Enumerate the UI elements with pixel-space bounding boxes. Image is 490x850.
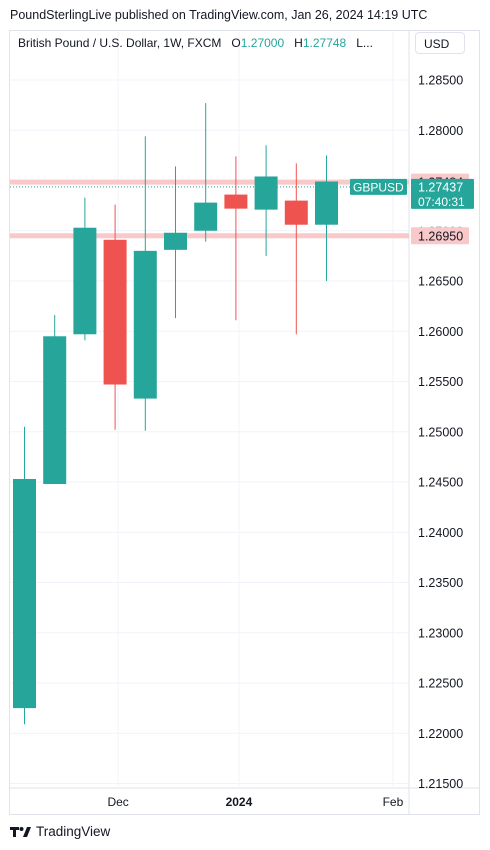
price-level-tag — [411, 227, 469, 245]
symbol-description: British Pound / U.S. Dollar, 1W, FXCM — [18, 36, 222, 50]
y-tick-label: 1.24500 — [418, 476, 463, 490]
footer-brand: TradingView — [10, 824, 110, 839]
publisher-caption: PoundSterlingLive published on TradingVi… — [10, 8, 428, 22]
y-tick-label: 1.22500 — [418, 677, 463, 691]
y-tick-label: 1.25500 — [418, 375, 463, 389]
y-tick-label: 1.25000 — [418, 425, 463, 439]
low-truncated: L... — [356, 36, 373, 50]
candle-body[interactable] — [224, 194, 248, 209]
tradingview-logo-icon — [10, 826, 31, 837]
y-tick-label: 1.26500 — [418, 275, 463, 289]
symbol-legend: British Pound / U.S. Dollar, 1W, FXCM O1… — [18, 36, 373, 50]
x-tick-label: Dec — [107, 795, 128, 809]
y-tick-label: 1.26000 — [418, 325, 463, 339]
last-price-tag-value: 1.27437 — [418, 180, 463, 194]
open-value: 1.27000 — [240, 36, 285, 50]
y-tick-label: 1.23500 — [418, 576, 463, 590]
x-tick-label: Feb — [383, 795, 404, 809]
y-tick-label: 1.23000 — [418, 626, 463, 640]
candle-body[interactable] — [133, 250, 157, 399]
candle-body[interactable] — [194, 202, 218, 231]
candle-body[interactable] — [284, 200, 308, 225]
last-price-tag — [411, 178, 474, 209]
price-level-tag-label: 1.26950 — [418, 229, 463, 243]
currency-button[interactable]: USD — [415, 32, 465, 54]
open-label: O — [231, 36, 241, 50]
candle-body[interactable] — [103, 239, 127, 385]
high-value: 1.27748 — [302, 36, 347, 50]
price-level-line — [10, 179, 409, 185]
y-tick-label: 1.28500 — [418, 74, 463, 88]
candle-body[interactable] — [43, 336, 67, 485]
y-tick-label: 1.28000 — [418, 124, 463, 138]
y-tick-label: 1.21500 — [418, 777, 463, 791]
candle-body[interactable] — [164, 232, 187, 250]
candle-body[interactable] — [315, 181, 338, 225]
symbol-tag — [350, 178, 407, 195]
y-tick-label: 1.24000 — [418, 526, 463, 540]
x-tick-label: 2024 — [226, 795, 253, 809]
chart-frame — [9, 30, 480, 815]
tradingview-wordmark: TradingView — [36, 824, 111, 839]
y-tick-label: 1.22000 — [418, 727, 463, 741]
candle-body[interactable] — [254, 176, 278, 210]
price-level-line — [10, 233, 409, 239]
candle-body[interactable] — [73, 227, 97, 335]
symbol-tag-label: GBPUSD — [353, 180, 404, 194]
candle-body[interactable] — [13, 478, 36, 709]
last-price-countdown: 07:40:31 — [418, 195, 465, 209]
high-label: H — [294, 36, 303, 50]
